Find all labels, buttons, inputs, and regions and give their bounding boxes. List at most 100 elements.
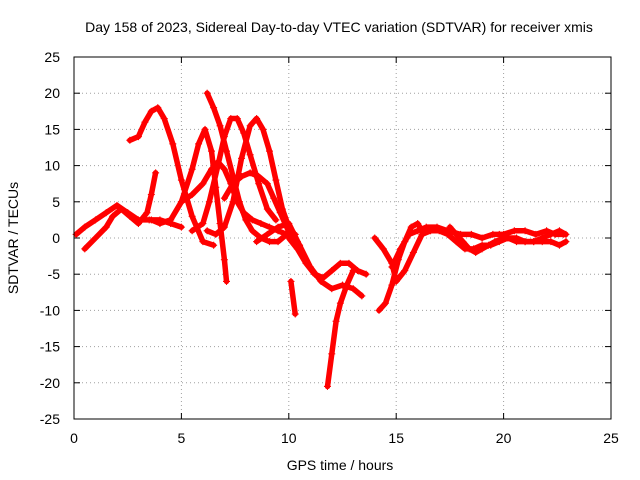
data-point [274,223,282,231]
x-tick-label: 20 [496,430,512,446]
data-point [263,180,271,188]
data-point [555,241,563,249]
data-point [272,216,280,224]
data-point [220,223,228,231]
data-point [220,194,228,202]
data-point [409,248,417,256]
data-point [195,140,203,148]
data-point [199,220,207,228]
data-point [345,259,353,267]
data-point [203,227,211,235]
data-point [253,238,261,246]
data-point [489,230,497,238]
data-point [216,220,224,228]
data-point [392,277,400,285]
data-point [465,245,473,253]
data-point [156,220,164,228]
data-point [547,238,555,246]
data-point [446,223,454,231]
plot-frame [73,56,612,420]
data-point [435,227,443,235]
y-tick-label: 10 [44,158,60,174]
data-point [272,176,280,184]
data-point [177,223,185,231]
data-point [311,270,319,278]
series-trace [389,224,567,270]
y-tick-label: 5 [52,194,60,210]
y-tick-label: -10 [40,302,60,318]
y-axis-label: SDTVAR / TECUs [5,182,21,294]
data-point [388,259,396,267]
data-point [134,133,142,141]
data-point [263,205,271,213]
data-point [255,172,263,180]
data-point [177,176,185,184]
data-point [246,151,254,159]
data-point [201,125,209,133]
series-trace [81,170,159,252]
data-point [538,234,546,242]
data-point [472,248,480,256]
data-point [265,147,273,155]
series-trace [376,220,425,314]
data-point [220,256,228,264]
y-tick-label: 0 [52,230,60,246]
data-point [238,154,246,162]
data-point [203,89,211,97]
data-point [126,212,134,220]
data-point [362,270,370,278]
data-point [126,136,134,144]
data-point [270,194,278,202]
data-point [323,382,331,390]
data-point [210,241,218,249]
series-layer [72,89,570,390]
data-point [109,212,117,220]
data-point [396,245,404,253]
data-point [328,267,336,275]
data-point [210,104,218,112]
data-point [349,285,357,293]
series-sat-r [495,227,570,246]
data-point [491,238,499,246]
data-point [452,230,460,238]
series-trace [286,235,369,281]
data-point [242,216,250,224]
y-tick-label: -15 [40,339,60,355]
data-point [102,223,110,231]
series-sat-m [323,267,357,390]
data-point [229,198,237,206]
data-point [141,118,149,126]
data-point [248,227,256,235]
data-point [319,274,327,282]
data-point [512,238,520,246]
data-point [246,169,254,177]
series-sat-b [81,169,160,253]
data-point [257,220,265,228]
data-point [291,310,299,318]
data-point [265,238,273,246]
data-point [336,299,344,307]
data-point [212,230,220,238]
data-point [207,147,215,155]
data-point [547,230,555,238]
data-point [504,234,512,242]
y-tick-label: -20 [40,375,60,391]
x-tick-label: 15 [388,430,404,446]
series-sat-i [220,169,304,249]
data-point [188,212,196,220]
data-point [238,172,246,180]
data-point [152,169,160,177]
data-point [246,122,254,130]
data-point [381,299,389,307]
data-point [265,223,273,231]
data-point [253,115,261,123]
data-point [188,227,196,235]
data-point [223,277,231,285]
data-point [188,165,196,173]
data-point [414,227,422,235]
data-point [205,198,213,206]
data-point [233,115,241,123]
data-point [532,230,540,238]
y-tick-label: 25 [44,49,60,65]
y-tick-label: 20 [44,85,60,101]
